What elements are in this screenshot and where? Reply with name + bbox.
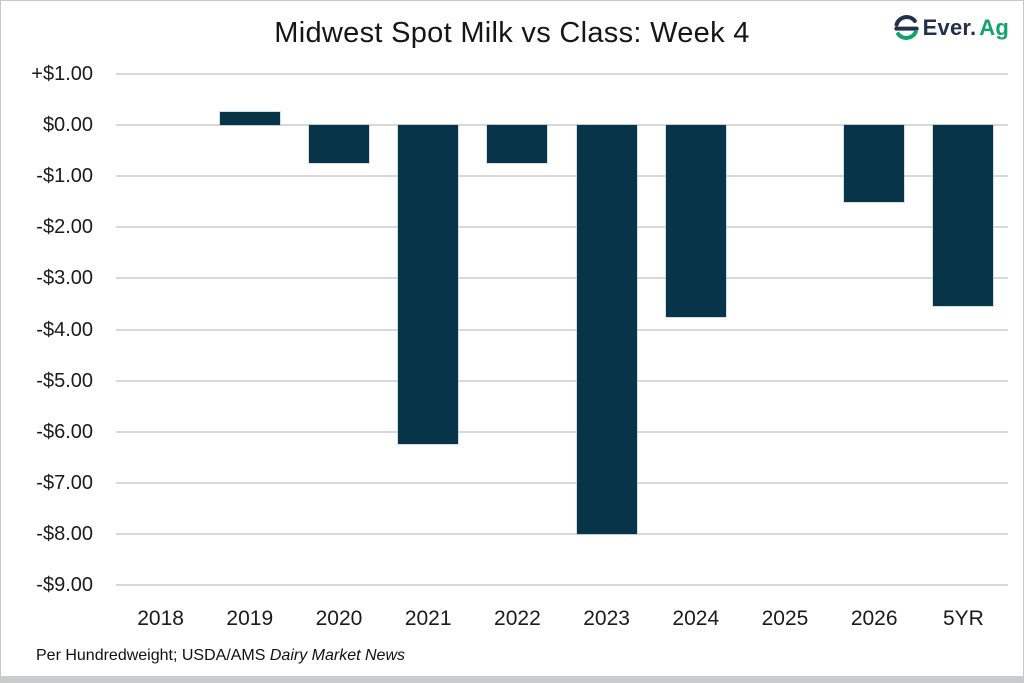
gridline-0.00: [116, 124, 1008, 127]
gridline-+1.00: [116, 73, 1008, 75]
x-axis-tick-label-2024: 2024: [672, 607, 720, 630]
y-axis-tick-label: -$8.00: [36, 522, 93, 545]
y-axis-tick-label: +$1.00: [31, 63, 93, 85]
gridline--5.00: [116, 379, 1008, 382]
x-axis-tick-label-2020: 2020: [315, 607, 363, 630]
bar-2023: [576, 125, 637, 534]
gridline--8.00: [116, 532, 1008, 535]
bar-2021: [398, 125, 459, 445]
source-note-text: Per Hundredweight; USDA/AMS: [36, 647, 270, 664]
y-axis-tick-label: -$1.00: [36, 165, 93, 188]
bottom-strip: [1, 676, 1023, 682]
x-axis-tick-label-2021: 2021: [404, 607, 452, 630]
gridline--1.00: [116, 175, 1008, 178]
ever-ag-logo: Ever. Ag: [893, 14, 1009, 41]
x-axis-tick-label-2025: 2025: [761, 607, 809, 630]
gridline--6.00: [116, 430, 1008, 433]
ever-ag-logo-icon: [894, 15, 919, 40]
y-axis-tick-label: -$3.00: [36, 267, 93, 290]
gridline--7.00: [116, 481, 1008, 484]
bar-5yr: [933, 125, 994, 307]
source-note-publication: Dairy Market News: [269, 647, 406, 664]
bar-2026: [844, 125, 905, 202]
y-axis-tick-label: -$5.00: [36, 369, 93, 392]
y-axis-tick-label: $0.00: [42, 114, 93, 137]
gridline--2.00: [116, 226, 1008, 229]
x-axis-tick-label-2022: 2022: [494, 607, 541, 630]
logo-text-accent: Ag: [979, 14, 1009, 40]
chart-title: Midwest Spot Milk vs Class: Week 4: [274, 17, 750, 49]
bar-2019: [219, 112, 280, 126]
y-axis-tick-label: -$7.00: [36, 471, 93, 494]
y-axis-tick-label: -$6.00: [36, 420, 93, 443]
x-axis-tick-label-2026: 2026: [850, 607, 898, 630]
bar-2022: [487, 125, 548, 164]
y-axis-tick-label: -$2.00: [36, 216, 93, 239]
gridline--9.00: [116, 584, 1008, 586]
x-axis-tick-label-2018: 2018: [137, 607, 184, 630]
x-axis-tick-label-2019: 2019: [226, 607, 274, 630]
y-axis-tick-label: -$9.00: [36, 574, 93, 596]
x-axis-tick-label-5yr: 5YR: [942, 607, 984, 630]
gridline--4.00: [116, 328, 1008, 331]
y-axis-tick-label: -$4.00: [36, 318, 93, 341]
logo-text-primary: Ever.: [922, 14, 977, 40]
source-note: Per Hundredweight; USDA/AMS Dairy Market…: [36, 647, 405, 665]
gridline--3.00: [116, 277, 1008, 280]
x-axis-tick-label-2023: 2023: [583, 607, 630, 630]
bar-2024: [665, 125, 726, 317]
bar-2020: [309, 125, 369, 164]
